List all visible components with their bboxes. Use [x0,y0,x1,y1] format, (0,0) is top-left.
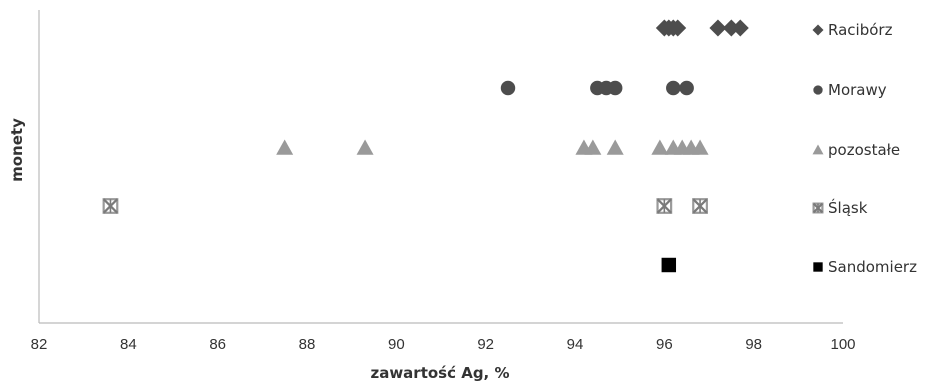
data-point-diamond [709,19,727,37]
x-tick-label-82: 82 [31,336,48,353]
data-point-circle [679,80,694,96]
x-axis-title: zawartość Ag, % [370,364,509,382]
data-points [102,19,749,273]
x-tick-label-92: 92 [477,336,494,353]
x-tick-label-86: 86 [209,336,226,353]
x-tick-label-84: 84 [120,336,137,353]
series-3 [276,139,709,155]
legend-marker-circle [813,85,823,95]
legend: Racibórz Morawy pozostałe Śląsk Sandomierz [812,21,917,276]
data-point-diamond [731,19,749,37]
data-point-triangle [691,139,709,155]
data-point-circle [500,80,516,96]
data-point-triangle [276,139,294,155]
legend-label: Morawy [828,81,887,99]
x-tick-label-88: 88 [299,336,316,353]
legend-item-5: Sandomierz [813,258,917,276]
data-point-star-square [692,198,708,214]
data-point-circle [607,80,623,96]
data-point-square [661,257,677,273]
x-tick-label-98: 98 [745,336,762,353]
x-tick-label-96: 96 [656,336,673,353]
series-4 [102,198,708,214]
legend-marker-diamond [812,24,824,36]
data-point-diamond [669,19,687,37]
legend-label: Sandomierz [828,258,917,276]
legend-item-3: pozostałe [812,141,900,159]
legend-label: Racibórz [828,21,893,39]
x-tick-label-100: 100 [830,336,855,353]
series-2 [500,80,694,96]
legend-item-1: Racibórz [812,21,893,39]
legend-marker-square [813,262,823,272]
series-5 [661,257,677,273]
legend-label: pozostałe [828,141,900,159]
y-axis-title-group: monety [8,118,26,182]
x-tick-label-90: 90 [388,336,405,353]
y-axis-title: monety [8,118,26,182]
data-point-triangle [584,139,602,155]
legend-item-4: Śląsk [812,198,868,217]
data-point-star-square [656,198,673,214]
data-point-star-square [102,198,119,214]
legend-marker-triangle [812,144,824,155]
data-point-triangle [651,139,669,155]
data-point-diamond [722,19,740,37]
series-1 [655,19,749,37]
legend-marker-star-square [812,202,824,214]
legend-label: Śląsk [828,198,868,217]
data-point-circle [666,80,681,96]
data-point-triangle [356,139,374,155]
legend-item-2: Morawy [813,81,887,99]
x-tick-labels: 82 84 86 88 90 92 94 96 98 100 [31,336,856,353]
x-tick-label-94: 94 [567,336,584,353]
data-point-triangle [606,139,624,155]
